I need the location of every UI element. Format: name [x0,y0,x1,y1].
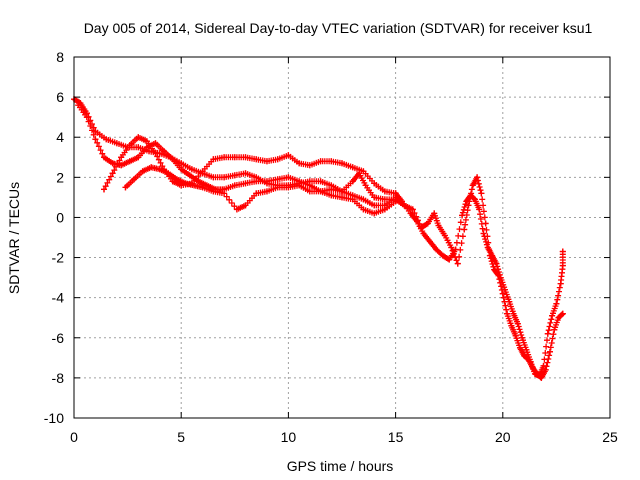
x-tick-label: 25 [602,429,618,445]
y-tick-label: 4 [56,129,64,145]
tick-layer: 0 5 10 15 20 25 -10 -8 -6 -4 -2 0 2 4 6 8 [44,49,618,445]
y-tick-label: -4 [52,290,65,306]
x-tick-label: 10 [281,429,297,445]
y-tick-label: 0 [56,209,64,225]
series-track-a [71,96,399,209]
x-tick-label: 20 [495,429,511,445]
plot-frame [73,56,611,419]
series-trace [101,134,399,197]
y-tick-label: 8 [56,49,64,65]
y-tick-label: -8 [52,370,65,386]
y-tick-label: -6 [52,330,65,346]
series-track-b [75,102,399,217]
x-tick-label: 0 [70,429,78,445]
x-tick-label: 5 [177,429,185,445]
series-trace [71,96,399,209]
series-track-d [122,164,399,213]
series-track-f [392,190,566,379]
series-layer [71,96,566,381]
y-tick-label: -2 [52,250,65,266]
chart-title: Day 005 of 2014, Sidereal Day-to-day VTE… [84,20,593,36]
y-axis-label: SDTVAR / TECUs [6,182,22,294]
y-tick-label: -10 [44,410,64,426]
y-tick-label: 6 [56,89,64,105]
y-tick-label: 2 [56,169,64,185]
series-track-c [101,134,399,197]
series-trace [122,164,399,213]
series-trace [392,190,566,379]
x-tick-label: 15 [388,429,404,445]
x-axis-label: GPS time / hours [287,458,394,474]
